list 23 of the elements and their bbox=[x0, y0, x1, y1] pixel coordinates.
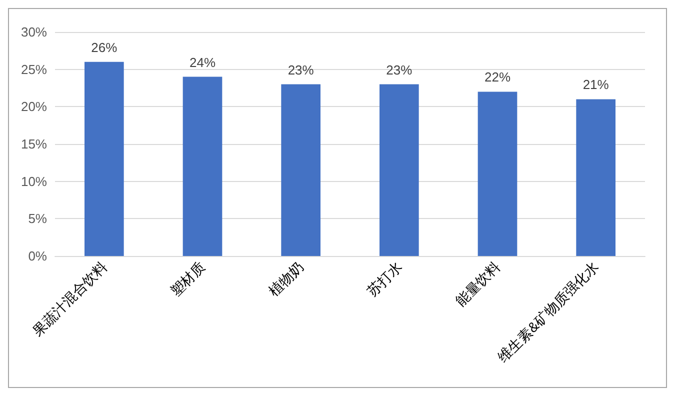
x-tick-label: 能量饮料 bbox=[452, 258, 504, 310]
y-tick-label: 20% bbox=[20, 99, 48, 114]
data-label: 21% bbox=[582, 77, 610, 92]
x-tick-label: 植物奶 bbox=[265, 258, 306, 300]
bar bbox=[84, 62, 124, 256]
data-label: 22% bbox=[484, 70, 511, 85]
bar bbox=[380, 84, 419, 256]
data-label: 23% bbox=[386, 62, 413, 78]
x-tick-label: 塑材质 bbox=[167, 258, 208, 300]
y-tick-label: 30% bbox=[20, 24, 48, 40]
y-tick-label: 15% bbox=[20, 136, 48, 152]
y-tick-label: 5% bbox=[28, 211, 48, 226]
bar bbox=[182, 76, 222, 256]
bar bbox=[576, 99, 616, 256]
bar bbox=[281, 84, 320, 256]
data-label: 24% bbox=[189, 54, 216, 70]
data-label: 26% bbox=[91, 40, 118, 55]
y-tick-label: 0% bbox=[28, 248, 48, 264]
y-tick-label: 25% bbox=[20, 62, 48, 77]
y-tick-label: 10% bbox=[20, 174, 48, 189]
data-label: 23% bbox=[288, 62, 314, 78]
bar bbox=[478, 92, 518, 256]
x-tick-label: 苏打水 bbox=[364, 258, 405, 300]
